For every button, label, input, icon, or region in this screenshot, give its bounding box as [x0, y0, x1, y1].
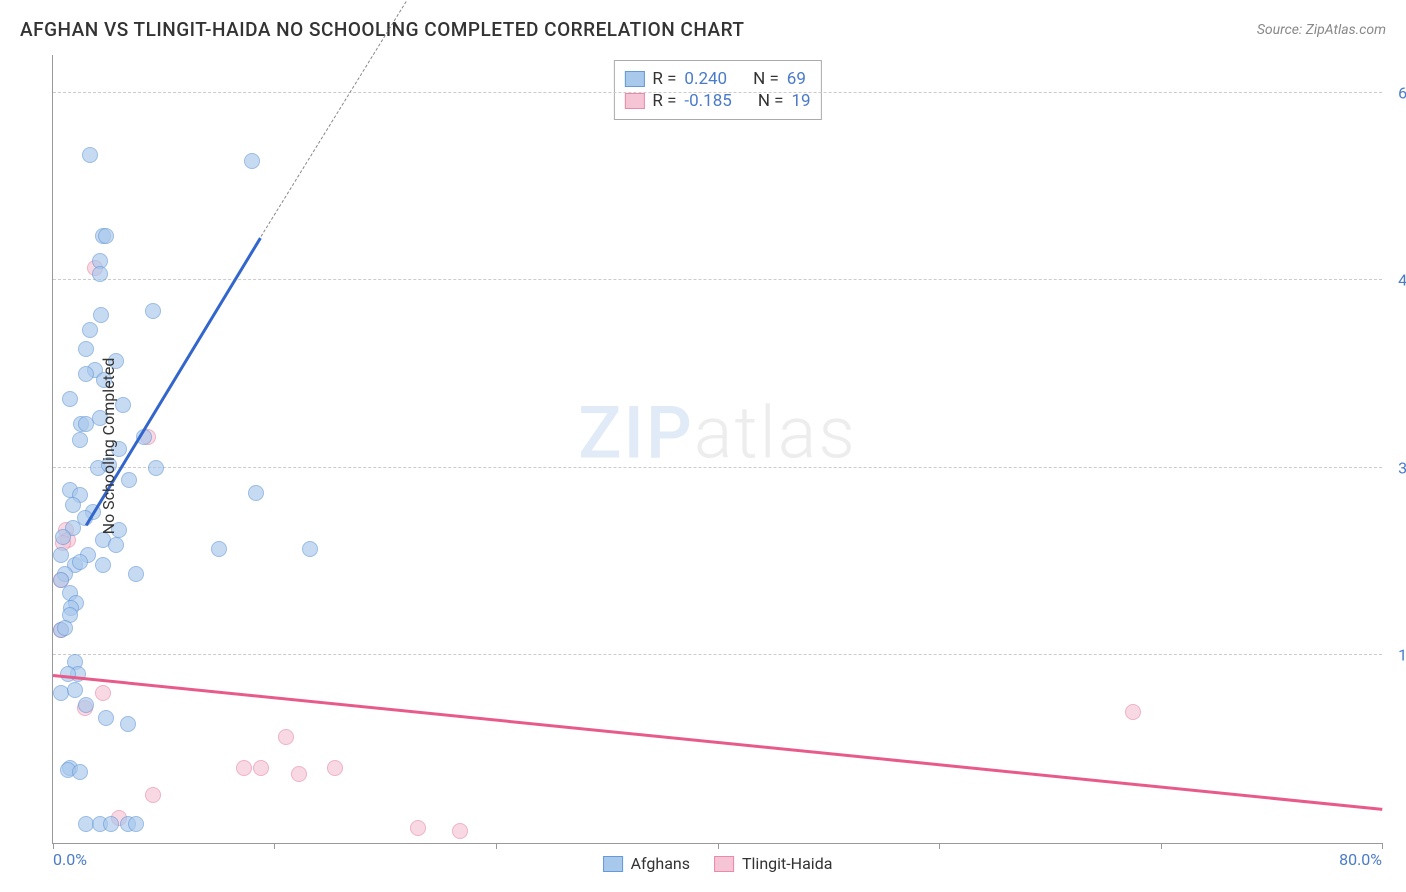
n-label: N = — [758, 91, 784, 111]
plot-area: ZIPatlas R = 0.240 N = 69 R = -0.185 N =… — [52, 55, 1382, 844]
scatter-point — [128, 566, 144, 582]
scatter-point — [211, 541, 227, 557]
n-value-afghans: 69 — [787, 69, 806, 89]
legend-item-tlingit: Tlingit-Haida — [714, 854, 832, 873]
gridline-horizontal — [53, 654, 1382, 655]
scatter-point — [103, 816, 119, 832]
scatter-point — [72, 554, 88, 570]
gridline-horizontal — [53, 467, 1382, 468]
chart-container: AFGHAN VS TLINGIT-HAIDA NO SCHOOLING COM… — [0, 0, 1406, 892]
scatter-point — [410, 820, 426, 836]
scatter-point — [278, 729, 294, 745]
swatch-tlingit — [624, 93, 644, 109]
r-value-afghans: 0.240 — [684, 69, 727, 89]
scatter-point — [57, 620, 73, 636]
scatter-point — [67, 682, 83, 698]
legend-label-tlingit: Tlingit-Haida — [742, 854, 832, 873]
x-tick-first: 0.0% — [53, 850, 87, 869]
legend-swatch-afghans — [603, 856, 623, 872]
y-tick-label: 6.0% — [1387, 83, 1406, 102]
scatter-point — [53, 547, 69, 563]
trend-line — [53, 674, 1382, 810]
scatter-point — [92, 266, 108, 282]
x-tick-mark — [496, 843, 497, 849]
x-tick-mark — [1382, 843, 1383, 849]
scatter-point — [108, 537, 124, 553]
y-tick-label: 4.5% — [1387, 271, 1406, 290]
scatter-point — [1125, 704, 1141, 720]
scatter-point — [145, 303, 161, 319]
x-tick-mark — [53, 843, 54, 849]
scatter-point — [253, 760, 269, 776]
scatter-point — [248, 485, 264, 501]
scatter-point — [93, 307, 109, 323]
x-tick-mark — [939, 843, 940, 849]
scatter-point — [120, 716, 136, 732]
y-axis-label: No Schooling Completed — [99, 358, 118, 535]
watermark-zip: ZIP — [578, 391, 694, 476]
scatter-point — [98, 710, 114, 726]
correlation-box: R = 0.240 N = 69 R = -0.185 N = 19 — [613, 60, 821, 120]
scatter-point — [145, 787, 161, 803]
watermark: ZIPatlas — [578, 391, 857, 476]
scatter-point — [72, 432, 88, 448]
watermark-atlas: atlas — [694, 391, 857, 476]
scatter-point — [121, 472, 137, 488]
scatter-point — [78, 697, 94, 713]
x-tick-mark — [1161, 843, 1162, 849]
scatter-point — [72, 764, 88, 780]
scatter-point — [98, 228, 114, 244]
x-tick-mark — [718, 843, 719, 849]
scatter-point — [55, 529, 71, 545]
n-value-tlingit: 19 — [792, 91, 811, 111]
gridline-horizontal — [53, 279, 1382, 280]
scatter-point — [148, 460, 164, 476]
scatter-point — [82, 147, 98, 163]
r-label: R = — [652, 91, 676, 111]
scatter-point — [327, 760, 343, 776]
chart-source: Source: ZipAtlas.com — [1257, 22, 1386, 38]
x-tick-last: 80.0% — [1339, 850, 1382, 869]
scatter-point — [302, 541, 318, 557]
scatter-point — [291, 766, 307, 782]
scatter-point — [95, 557, 111, 573]
scatter-point — [236, 760, 252, 776]
y-tick-label: 1.5% — [1387, 646, 1406, 665]
scatter-point — [78, 416, 94, 432]
scatter-point — [82, 322, 98, 338]
bottom-legend: Afghans Tlingit-Haida — [603, 854, 833, 873]
x-tick-mark — [274, 843, 275, 849]
correlation-row-tlingit: R = -0.185 N = 19 — [624, 91, 810, 111]
scatter-point — [95, 685, 111, 701]
swatch-afghans — [624, 71, 644, 87]
scatter-point — [78, 341, 94, 357]
legend-swatch-tlingit — [714, 856, 734, 872]
scatter-point — [452, 823, 468, 839]
r-value-tlingit: -0.185 — [684, 91, 731, 111]
legend-item-afghans: Afghans — [603, 854, 690, 873]
scatter-point — [128, 816, 144, 832]
r-label: R = — [652, 69, 676, 89]
scatter-point — [78, 366, 94, 382]
legend-label-afghans: Afghans — [631, 854, 690, 873]
correlation-row-afghans: R = 0.240 N = 69 — [624, 69, 810, 89]
scatter-point — [244, 153, 260, 169]
n-label: N = — [753, 69, 779, 89]
scatter-point — [62, 391, 78, 407]
y-tick-label: 3.0% — [1387, 458, 1406, 477]
gridline-horizontal — [53, 92, 1382, 93]
